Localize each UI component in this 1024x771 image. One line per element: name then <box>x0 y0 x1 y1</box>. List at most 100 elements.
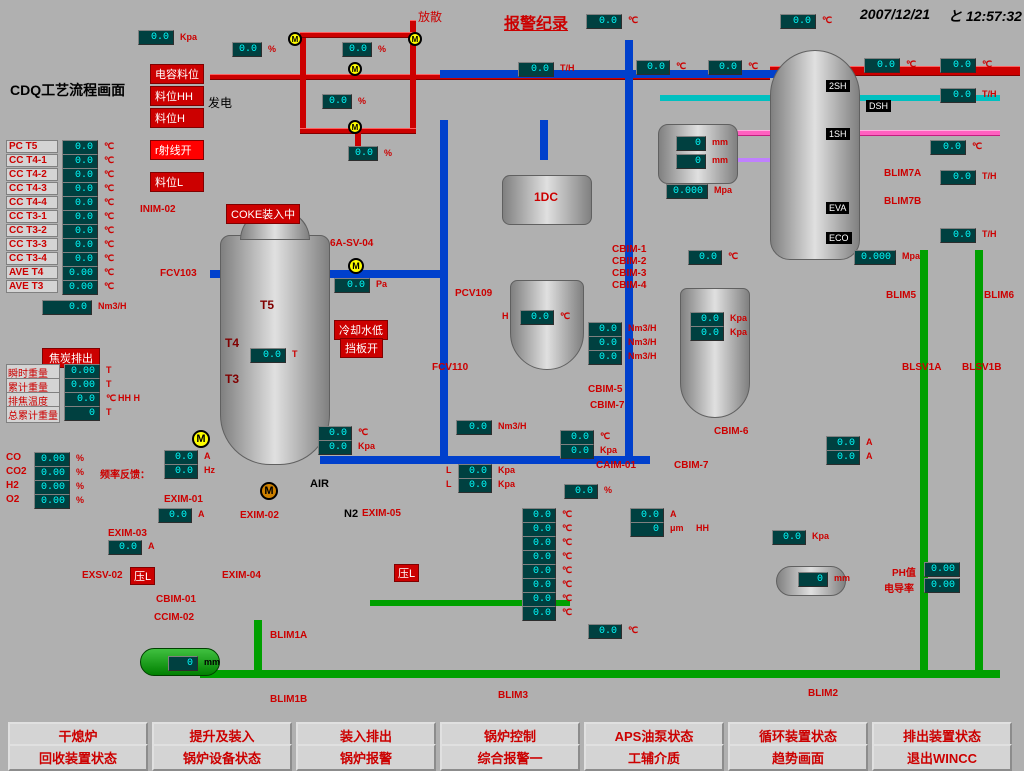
ro-bk1: 0.0 <box>772 530 806 545</box>
tc-4: 0.0 <box>522 564 556 579</box>
nav-r2-5[interactable]: 趋势画面 <box>728 744 868 771</box>
gas-val-1: 0.00 <box>34 466 70 481</box>
u-nm1: Nm3/H <box>498 421 527 431</box>
u-a2: Kpa <box>358 441 375 451</box>
lt-unit-6: ℃ <box>104 225 114 236</box>
eq-exim02: EXIM-02 <box>240 510 279 521</box>
u-r4: T/H <box>982 171 997 181</box>
lt-val-5: 0.0 <box>62 210 98 225</box>
eq-cbim3: CBIM-3 <box>612 268 646 279</box>
eq-blsv1b: BLSV1B <box>962 362 1001 373</box>
nav-r2-3[interactable]: 综合报警一 <box>440 744 580 771</box>
pipe-green-v1 <box>254 620 262 675</box>
lt-label-2: CC T4-2 <box>6 168 58 181</box>
ro-um2: 0 <box>630 522 664 537</box>
tc-u-1: ℃ <box>562 523 572 534</box>
jt-unit-0: T <box>106 365 112 375</box>
nav-r2-4[interactable]: 工辅介质 <box>584 744 724 771</box>
u-top3: % <box>358 96 366 106</box>
label-1sh: 1SH <box>826 128 850 140</box>
label-fangsan: 放散 <box>418 8 442 25</box>
ro-kpa-r1: 0.0 <box>690 312 724 327</box>
u-ll2: Kpa <box>498 479 515 489</box>
eq-blim3: BLIM3 <box>498 690 528 701</box>
nav-r2-1[interactable]: 锅炉设备状态 <box>152 744 292 771</box>
ro-a1: 0.0 <box>318 426 352 441</box>
nav-r2-6[interactable]: 退出WINCC <box>872 744 1012 771</box>
motor-m7: M <box>348 120 362 134</box>
lt-unit-9: ℃ <box>104 267 114 278</box>
eq-cbim7: CBIM-7 <box>590 400 624 411</box>
u-fcv: Pa <box>376 279 387 289</box>
motor-m5: M <box>408 32 422 46</box>
eq-cbim4: CBIM-4 <box>612 280 646 291</box>
ro-pct-y: 0.0 <box>564 484 598 499</box>
ro-mm-bot: 0 <box>168 656 198 671</box>
u-r1: ℃ <box>906 59 916 70</box>
u-drum2: mm <box>712 155 728 165</box>
ro-um: 0.0 <box>630 508 664 523</box>
eq-cbim2: CBIM-2 <box>612 256 646 267</box>
ro-drum1: 0 <box>676 136 706 151</box>
label-coke-in: COKE装入中 <box>226 204 300 224</box>
lt-val-3: 0.0 <box>62 182 98 197</box>
nav-r2-0[interactable]: 回收装置状态 <box>8 744 148 771</box>
ro-r1: 0.0 <box>864 58 900 73</box>
lt-label-8: CC T3-4 <box>6 252 58 265</box>
label-n2: N2 <box>344 508 358 520</box>
ro-ll2: 0.0 <box>458 478 492 493</box>
ro-th-top: 0.0 <box>518 62 554 77</box>
btn-dianrong[interactable]: 电容料位 <box>150 64 204 84</box>
u-top2: % <box>378 44 386 54</box>
u-ra2: A <box>866 451 873 461</box>
btn-rshexian[interactable]: r射线开 <box>150 140 204 160</box>
eq-blim7a: BLIM7A <box>884 168 921 179</box>
u-r6: Mpa <box>902 251 920 261</box>
ro-r5: 0.0 <box>940 228 976 243</box>
u-kpa-r2: Kpa <box>730 327 747 337</box>
btn-liaowei-l[interactable]: 料位L <box>150 172 204 192</box>
label-dsh: DSH <box>866 100 891 112</box>
jt-unit-1: T <box>106 379 112 389</box>
u-nm3h-2: Nm3/H <box>628 337 657 347</box>
u-ll1: Kpa <box>498 465 515 475</box>
lt-unit-1: ℃ <box>104 155 114 166</box>
ro-b2: 0.0 <box>164 464 198 479</box>
gas-label-1: CO2 <box>6 466 32 477</box>
alarm-log-link[interactable]: 报警纪录 <box>504 10 568 34</box>
u-vessel-t: T <box>292 349 298 359</box>
ro-mm-bot2: 0 <box>798 572 828 587</box>
gas-unit-1: % <box>76 467 84 477</box>
eq-fcv103: FCV103 <box>160 268 197 279</box>
btn-liaowei-h[interactable]: 料位H <box>150 108 204 128</box>
label-pinlv: 频率反馈： <box>100 466 150 481</box>
u-1dc-c: ℃ <box>560 311 570 322</box>
ro-vessel-t: 0.0 <box>250 348 286 363</box>
u-r2: ℃ <box>982 59 992 70</box>
ro-tl-kpa: 0.0 <box>138 30 174 45</box>
motor-m2: M <box>260 482 278 500</box>
nav-r2-2[interactable]: 锅炉报警 <box>296 744 436 771</box>
label-2sh: 2SH <box>826 80 850 92</box>
label-t5: T5 <box>260 298 274 312</box>
u-ra1: A <box>866 437 873 447</box>
jt-val-3: 0 <box>64 406 100 421</box>
pipe-red-v1 <box>300 32 306 132</box>
lt-val-4: 0.0 <box>62 196 98 211</box>
ro-c1: 0.0 <box>560 430 594 445</box>
lt-val-9: 0.00 <box>62 266 98 281</box>
eq-caim01: CAIM-01 <box>596 460 636 471</box>
eq-inim02: INIM-02 <box>140 204 176 215</box>
label-yal1: 压L <box>130 567 155 585</box>
gas-val-2: 0.00 <box>34 480 70 495</box>
jt-unit-3: T <box>106 407 112 417</box>
u-b2: Hz <box>204 465 215 475</box>
tc-u-7: ℃ <box>562 607 572 618</box>
jt-val-2: 0.0 <box>64 392 100 407</box>
btn-liaowei-hh[interactable]: 料位HH <box>150 86 204 106</box>
lt-val-8: 0.0 <box>62 252 98 267</box>
ro-ra1: 0.0 <box>826 436 860 451</box>
u-a: A <box>670 509 677 519</box>
page-title: CDQ工艺流程画面 <box>10 80 125 100</box>
ro-bp1: 0.0 <box>636 60 670 75</box>
